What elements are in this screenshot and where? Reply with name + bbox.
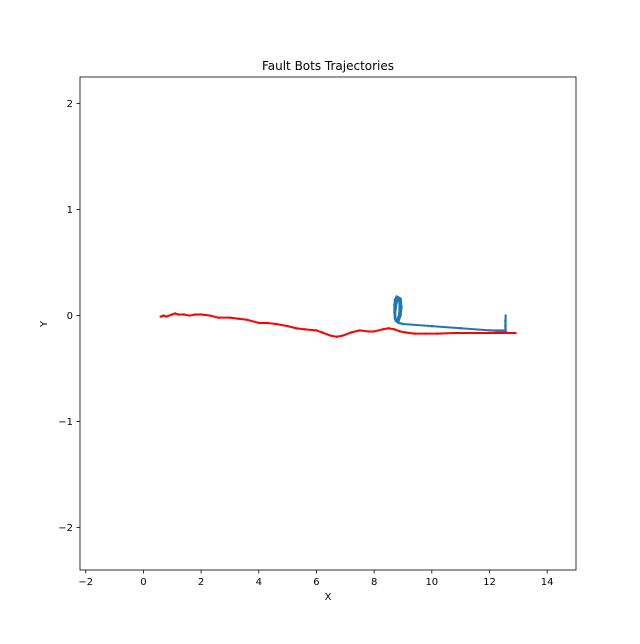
series-2-point	[274, 322, 278, 326]
series-1-point	[459, 327, 462, 330]
y-tick-label: 2	[67, 99, 73, 110]
series-1-point	[394, 318, 397, 321]
series-2-point	[171, 313, 174, 316]
x-tick-label: 14	[541, 577, 554, 588]
series-2-point	[413, 332, 416, 335]
series-2-point	[349, 331, 353, 334]
series-1-point	[398, 311, 402, 314]
series-1-point	[504, 329, 507, 332]
series-1-point	[399, 297, 402, 300]
series-1-point	[401, 322, 405, 326]
series-2-point	[367, 330, 370, 333]
series-1-point	[504, 324, 507, 328]
series-2-point	[329, 334, 333, 337]
series-1-point	[398, 305, 401, 309]
series-2-point	[217, 316, 220, 319]
series-2-point	[159, 315, 162, 318]
series-2-point	[514, 331, 517, 335]
y-axis-label: Y	[39, 320, 50, 328]
x-axis-ticks: −2 0 2 4 6 8 10 12 14	[78, 570, 554, 588]
series-2-point	[387, 327, 390, 330]
series-1-point	[488, 329, 491, 332]
series-2-point	[341, 334, 344, 337]
chart-title: Fault Bots Trajectories	[262, 59, 394, 73]
series-2	[159, 312, 517, 338]
series-2-point	[404, 331, 408, 334]
series-2-point	[494, 331, 497, 335]
series-2-point	[303, 328, 307, 331]
series-2-point	[372, 330, 376, 333]
series-1-point	[504, 319, 507, 323]
series-1-point	[393, 305, 397, 309]
series-2-point	[228, 316, 232, 319]
series-2-point	[182, 313, 186, 316]
series-2-point	[246, 318, 249, 321]
series-2-point	[199, 313, 203, 316]
series-1-point	[430, 324, 434, 328]
y-tick-label: 0	[67, 311, 73, 322]
series-2-point	[436, 332, 439, 335]
series-1-point	[504, 314, 507, 317]
series-2-point	[473, 331, 477, 335]
series-2-point	[398, 330, 402, 333]
y-tick-label: −1	[58, 417, 73, 428]
plot-frame	[79, 76, 577, 571]
series-1-point	[397, 296, 400, 299]
series-2-point	[257, 321, 260, 325]
series-1-point	[400, 305, 403, 309]
x-tick-label: 2	[198, 577, 204, 588]
x-tick-label: 8	[371, 577, 377, 588]
series-1-point	[398, 299, 401, 302]
x-tick-label: 4	[256, 577, 262, 588]
series-1-point	[399, 314, 402, 317]
y-tick-label: −2	[58, 523, 73, 534]
x-tick-label: −2	[78, 577, 93, 588]
series-2-point	[358, 329, 361, 332]
series-2-point	[173, 312, 177, 315]
series-2-point	[424, 332, 428, 335]
series-2-point	[188, 314, 191, 317]
series-2-point	[335, 335, 338, 338]
series-2-point	[266, 321, 269, 325]
series-layer	[159, 295, 517, 338]
series-1-point	[396, 320, 399, 324]
series-2-point	[165, 315, 168, 318]
series-2-point	[162, 314, 165, 317]
series-1-point	[398, 303, 402, 307]
series-1-point	[393, 303, 396, 307]
series-2-point	[176, 313, 180, 316]
series-1-point	[397, 317, 401, 320]
series-1-point	[395, 301, 398, 305]
series-1-point	[393, 298, 397, 301]
series-2-point	[315, 329, 318, 332]
x-tick-label: 6	[313, 577, 319, 588]
series-2-point	[194, 313, 197, 316]
series-1-point	[395, 295, 398, 298]
series-2-point	[393, 328, 396, 331]
series-2-point	[286, 324, 289, 328]
y-tick-label: 1	[67, 205, 73, 216]
series-2-point	[295, 327, 298, 330]
x-tick-label: 0	[140, 577, 146, 588]
x-axis-label: X	[325, 592, 332, 603]
series-2-point	[453, 331, 457, 335]
series-2-point	[381, 328, 384, 331]
series-1-point	[393, 314, 397, 317]
series-2-point	[208, 314, 211, 317]
y-axis-ticks: −2 −1 0 1 2	[58, 99, 80, 534]
series-2-point	[321, 331, 324, 334]
series-2-point	[237, 317, 240, 320]
x-tick-label: 12	[483, 577, 496, 588]
x-tick-label: 10	[425, 577, 438, 588]
series-1-point	[393, 312, 397, 315]
